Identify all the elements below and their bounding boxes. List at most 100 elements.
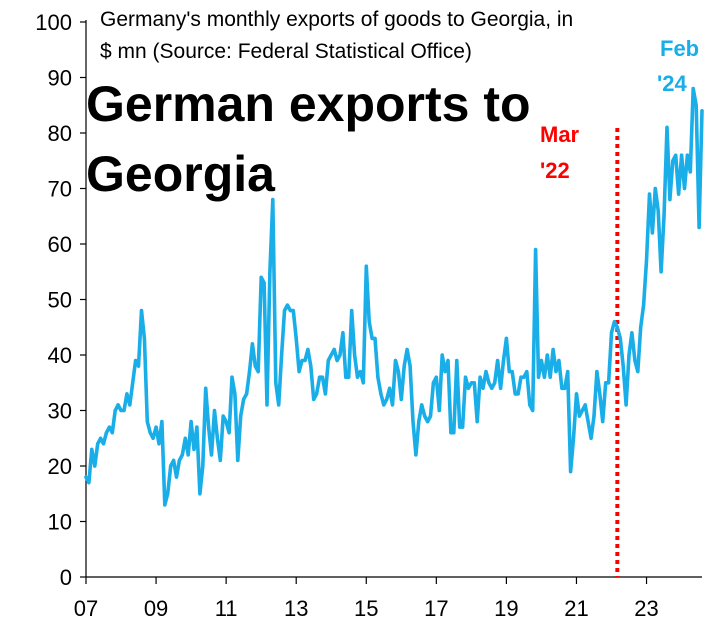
data-point [195, 425, 199, 429]
x-tick-label: 13 [284, 596, 308, 621]
data-point [177, 458, 181, 462]
data-point [566, 370, 570, 374]
data-point [209, 453, 214, 457]
data-point [341, 331, 345, 335]
data-point [253, 364, 257, 368]
data-point [685, 153, 690, 157]
data-point [303, 358, 307, 363]
data-point [230, 375, 234, 379]
data-point [475, 420, 479, 424]
annotation-mar-label-line-1: Mar [540, 122, 580, 147]
data-point [481, 386, 485, 390]
data-point [113, 408, 117, 413]
data-point [569, 470, 573, 474]
data-point [408, 364, 412, 368]
data-point [633, 358, 637, 363]
data-point [548, 375, 552, 379]
data-point [99, 436, 103, 440]
data-point [560, 386, 564, 390]
data-point [142, 336, 146, 340]
data-point [615, 325, 619, 329]
x-tick-label: 11 [215, 596, 238, 621]
data-point [586, 420, 590, 424]
data-point [426, 420, 430, 424]
data-point [446, 358, 450, 363]
data-point [644, 259, 649, 263]
data-point [134, 358, 138, 363]
y-tick-label: 90 [48, 66, 72, 91]
y-tick-label: 80 [48, 121, 72, 146]
data-point [490, 386, 494, 390]
data-point [370, 336, 374, 340]
data-point [455, 358, 459, 363]
x-tick-label: 17 [424, 596, 448, 621]
data-point [431, 381, 435, 385]
data-point [592, 414, 596, 418]
data-point [516, 392, 520, 396]
x-tick-label: 09 [144, 596, 168, 621]
data-point [621, 364, 625, 368]
data-point [580, 408, 584, 413]
data-point [510, 370, 514, 374]
y-tick-label: 10 [48, 510, 72, 535]
data-point [204, 386, 208, 390]
data-point [119, 408, 123, 413]
data-point [583, 403, 587, 407]
data-point [595, 370, 599, 374]
data-point [382, 403, 386, 407]
data-point [236, 458, 240, 462]
data-point [659, 270, 663, 274]
data-point [688, 170, 692, 174]
data-point [180, 453, 184, 457]
data-point [618, 336, 622, 340]
data-point [122, 408, 126, 413]
data-point [612, 320, 617, 324]
data-point [145, 420, 149, 424]
data-point [309, 364, 313, 368]
data-point [399, 397, 403, 401]
data-point [534, 248, 538, 252]
data-point [373, 336, 377, 340]
data-point [320, 375, 325, 379]
data-point [440, 353, 444, 357]
data-point [417, 420, 421, 424]
annotation-feb-label-line-1: Feb [660, 36, 699, 61]
data-point [405, 347, 409, 352]
data-point [411, 420, 415, 424]
data-point [148, 431, 152, 435]
data-point [318, 375, 322, 379]
data-point [691, 87, 695, 91]
data-point [169, 464, 173, 468]
data-point [557, 358, 561, 363]
annotation-mar-label-line-2: '22 [540, 158, 570, 183]
data-point [484, 370, 488, 374]
data-point [665, 125, 669, 129]
data-point [271, 198, 275, 202]
chart-title-line-1: German exports to [86, 76, 531, 132]
data-point [636, 370, 640, 374]
data-point [642, 303, 646, 307]
data-point [528, 403, 532, 407]
data-point [607, 381, 611, 385]
data-point [172, 458, 176, 462]
data-point [227, 431, 231, 435]
x-tick-label: 07 [74, 596, 98, 621]
data-point [598, 392, 602, 396]
data-point [437, 408, 441, 413]
data-point [90, 447, 94, 451]
data-point [601, 420, 605, 424]
data-point [674, 153, 678, 157]
data-point [697, 225, 701, 229]
data-point [589, 436, 593, 440]
data-point [680, 153, 684, 157]
y-tick-label: 50 [48, 288, 72, 313]
data-point [487, 381, 491, 385]
data-point [101, 442, 106, 446]
data-point [207, 425, 211, 429]
data-point [268, 270, 272, 274]
data-point [242, 397, 246, 401]
data-point [385, 397, 389, 401]
data-point [332, 347, 336, 352]
data-point [609, 331, 614, 335]
